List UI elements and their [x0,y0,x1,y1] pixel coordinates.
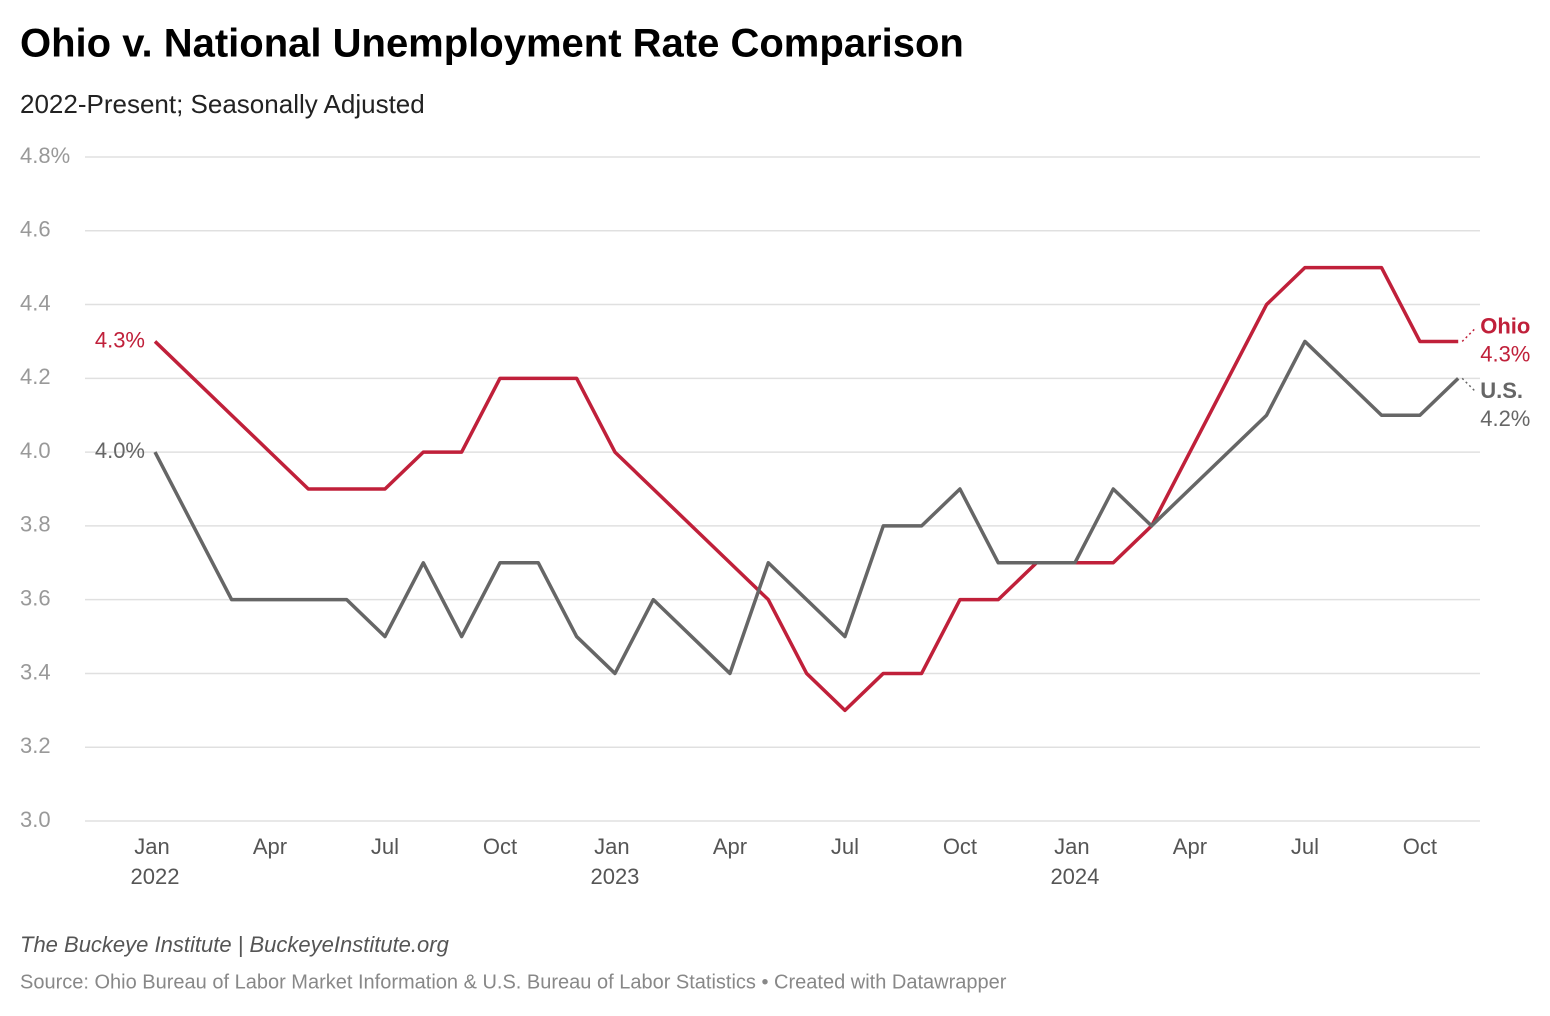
x-tick-label: Jul [371,834,399,859]
y-tick-label: 4.6 [20,217,51,242]
credit: The Buckeye Institute | BuckeyeInstitute… [20,932,450,957]
start-value-label: 4.3% [95,327,145,352]
x-tick-label: Jul [1291,834,1319,859]
y-tick-label: 4.8% [20,143,70,168]
x-tick-label: Oct [943,834,977,859]
series-name-label: Ohio [1480,313,1530,338]
y-tick-label: 4.0 [20,438,51,463]
x-tick-label: Oct [1403,834,1437,859]
label-connector [1461,377,1477,393]
x-tick-label: Jan 2024 [1050,834,1099,889]
end-value-label: 4.3% [1480,341,1530,366]
y-tick-label: 3.4 [20,659,51,684]
x-tick-label: Jul [831,834,859,859]
y-tick-label: 3.2 [20,733,51,758]
y-tick-label: 4.2 [20,364,51,389]
chart-title: Ohio v. National Unemployment Rate Compa… [20,22,964,66]
series-line [153,265,1459,713]
y-tick-label: 3.6 [20,585,51,610]
series-line [153,339,1460,676]
x-tick-label: Apr [253,834,287,859]
y-tick-label: 3.0 [20,807,51,832]
x-tick-label: Jan 2023 [590,834,639,889]
source: Source: Ohio Bureau of Labor Market Info… [20,971,1007,993]
x-tick-label: Apr [713,834,747,859]
x-tick-label: Jan 2022 [131,834,180,889]
label-connector [1461,326,1477,342]
y-tick-label: 4.4 [20,290,51,315]
end-value-label: 4.2% [1480,406,1530,431]
x-tick-label: Oct [483,834,517,859]
start-value-label: 4.0% [95,438,145,463]
y-tick-label: 3.8 [20,512,51,537]
series-name-label: U.S. [1480,378,1523,403]
chart-subtitle: 2022-Present; Seasonally Adjusted [20,89,425,119]
x-tick-label: Apr [1173,834,1207,859]
